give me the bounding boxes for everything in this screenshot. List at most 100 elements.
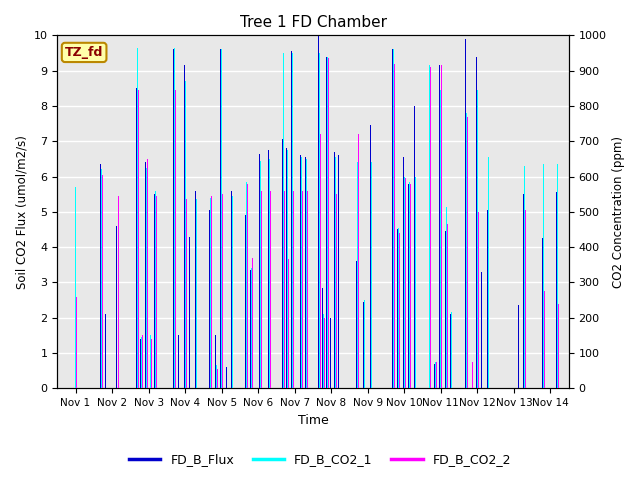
Bar — [270, 191, 271, 388]
Bar — [215, 336, 216, 388]
Bar — [221, 49, 222, 388]
Bar — [403, 157, 404, 388]
Bar — [338, 156, 339, 388]
Bar — [370, 125, 371, 388]
Bar — [140, 339, 141, 388]
Bar — [472, 362, 474, 388]
Bar — [322, 288, 323, 388]
Bar — [301, 157, 302, 388]
Bar — [477, 90, 478, 388]
Bar — [189, 237, 190, 388]
Bar — [306, 159, 307, 388]
Bar — [323, 314, 324, 388]
Legend: FD_B_Flux, FD_B_CO2_1, FD_B_CO2_2: FD_B_Flux, FD_B_CO2_1, FD_B_CO2_2 — [124, 448, 516, 471]
Bar — [328, 58, 329, 388]
Bar — [217, 369, 218, 388]
Bar — [296, 132, 298, 388]
Bar — [326, 57, 327, 388]
Bar — [145, 162, 146, 388]
Bar — [232, 196, 233, 388]
Bar — [259, 154, 260, 388]
Bar — [525, 210, 526, 388]
Bar — [356, 261, 357, 388]
X-axis label: Time: Time — [298, 414, 328, 427]
Bar — [76, 297, 77, 388]
Bar — [405, 178, 406, 388]
Bar — [377, 159, 378, 388]
Bar — [371, 162, 372, 388]
Bar — [261, 191, 262, 388]
Bar — [394, 63, 395, 388]
Bar — [434, 364, 435, 388]
Bar — [265, 53, 266, 388]
Bar — [440, 90, 441, 388]
Bar — [155, 191, 156, 388]
Bar — [268, 150, 269, 388]
Bar — [209, 210, 210, 388]
Bar — [138, 90, 139, 388]
Bar — [269, 159, 270, 388]
Bar — [291, 51, 292, 388]
Bar — [292, 53, 293, 388]
Bar — [318, 36, 319, 388]
Bar — [226, 367, 227, 388]
Bar — [251, 268, 252, 388]
Bar — [154, 194, 155, 388]
Bar — [174, 48, 175, 388]
Bar — [410, 183, 411, 388]
Bar — [414, 106, 415, 388]
Bar — [196, 200, 198, 388]
Bar — [363, 302, 364, 388]
Bar — [284, 191, 285, 388]
Bar — [246, 182, 247, 388]
Bar — [320, 134, 321, 388]
Bar — [558, 304, 559, 388]
Bar — [137, 48, 138, 388]
Bar — [435, 362, 436, 388]
Bar — [392, 49, 393, 388]
Bar — [324, 318, 325, 388]
Bar — [302, 191, 303, 388]
Bar — [252, 258, 253, 388]
Bar — [319, 53, 320, 388]
Bar — [393, 49, 394, 388]
Bar — [75, 187, 76, 388]
Bar — [142, 336, 143, 388]
Bar — [327, 57, 328, 388]
Bar — [185, 81, 186, 388]
Bar — [364, 300, 365, 388]
Bar — [231, 191, 232, 388]
Bar — [447, 224, 448, 388]
Bar — [542, 238, 543, 388]
Bar — [255, 53, 257, 388]
Bar — [543, 164, 544, 388]
Bar — [118, 196, 119, 388]
Bar — [470, 342, 471, 388]
Bar — [105, 314, 106, 388]
Bar — [211, 196, 212, 388]
Y-axis label: Soil CO2 Flux (umol/m2/s): Soil CO2 Flux (umol/m2/s) — [15, 135, 28, 289]
Bar — [282, 140, 283, 388]
Bar — [467, 117, 468, 388]
Bar — [245, 216, 246, 388]
Bar — [466, 113, 467, 388]
Bar — [300, 156, 301, 388]
Bar — [357, 162, 358, 388]
Bar — [408, 183, 409, 388]
Y-axis label: CO2 Concentration (ppm): CO2 Concentration (ppm) — [612, 136, 625, 288]
Bar — [150, 336, 151, 388]
Bar — [446, 206, 447, 388]
Bar — [293, 191, 294, 388]
Bar — [476, 57, 477, 388]
Bar — [220, 49, 221, 388]
Bar — [336, 194, 337, 388]
Bar — [146, 168, 147, 388]
Bar — [222, 194, 223, 388]
Bar — [488, 157, 489, 388]
Bar — [487, 210, 488, 388]
Bar — [415, 177, 416, 388]
Bar — [544, 291, 545, 388]
Bar — [451, 312, 452, 388]
Bar — [397, 229, 398, 388]
Bar — [307, 191, 308, 388]
